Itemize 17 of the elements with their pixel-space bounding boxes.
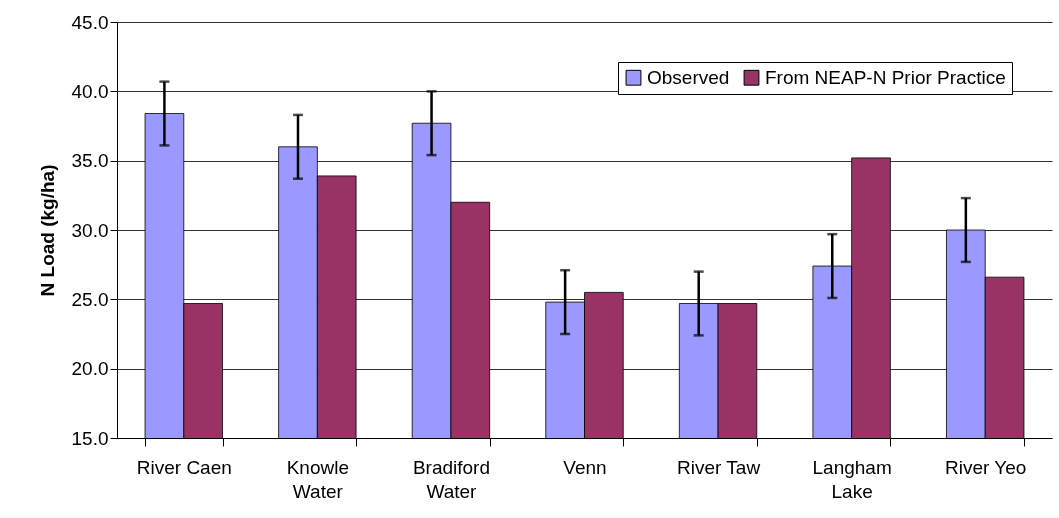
- x-tick-label: River Yeo: [945, 456, 1027, 478]
- x-tick-label: Venn: [563, 456, 607, 478]
- y-tick-label: 40.0: [71, 80, 109, 102]
- y-tick-label: 45.0: [71, 11, 109, 33]
- y-tick-label: 20.0: [71, 358, 109, 380]
- y-tick-label: 35.0: [71, 150, 109, 172]
- y-tick-label: 15.0: [71, 427, 109, 449]
- y-tick-label: 25.0: [71, 288, 109, 310]
- legend-label: From NEAP-N Prior Practice: [765, 66, 1006, 88]
- x-tick-label: River Caen: [136, 456, 232, 478]
- x-tick-label: Knowle Water: [286, 456, 350, 502]
- legend-label: Observed: [647, 66, 730, 88]
- x-tick-label: Langham Lake: [812, 456, 892, 502]
- x-tick-label: River Taw: [677, 456, 761, 478]
- x-tick-label: Bradiford Water: [412, 456, 490, 502]
- y-tick-label: 30.0: [71, 219, 109, 241]
- y-axis-title: N Load (kg/ha): [36, 164, 58, 297]
